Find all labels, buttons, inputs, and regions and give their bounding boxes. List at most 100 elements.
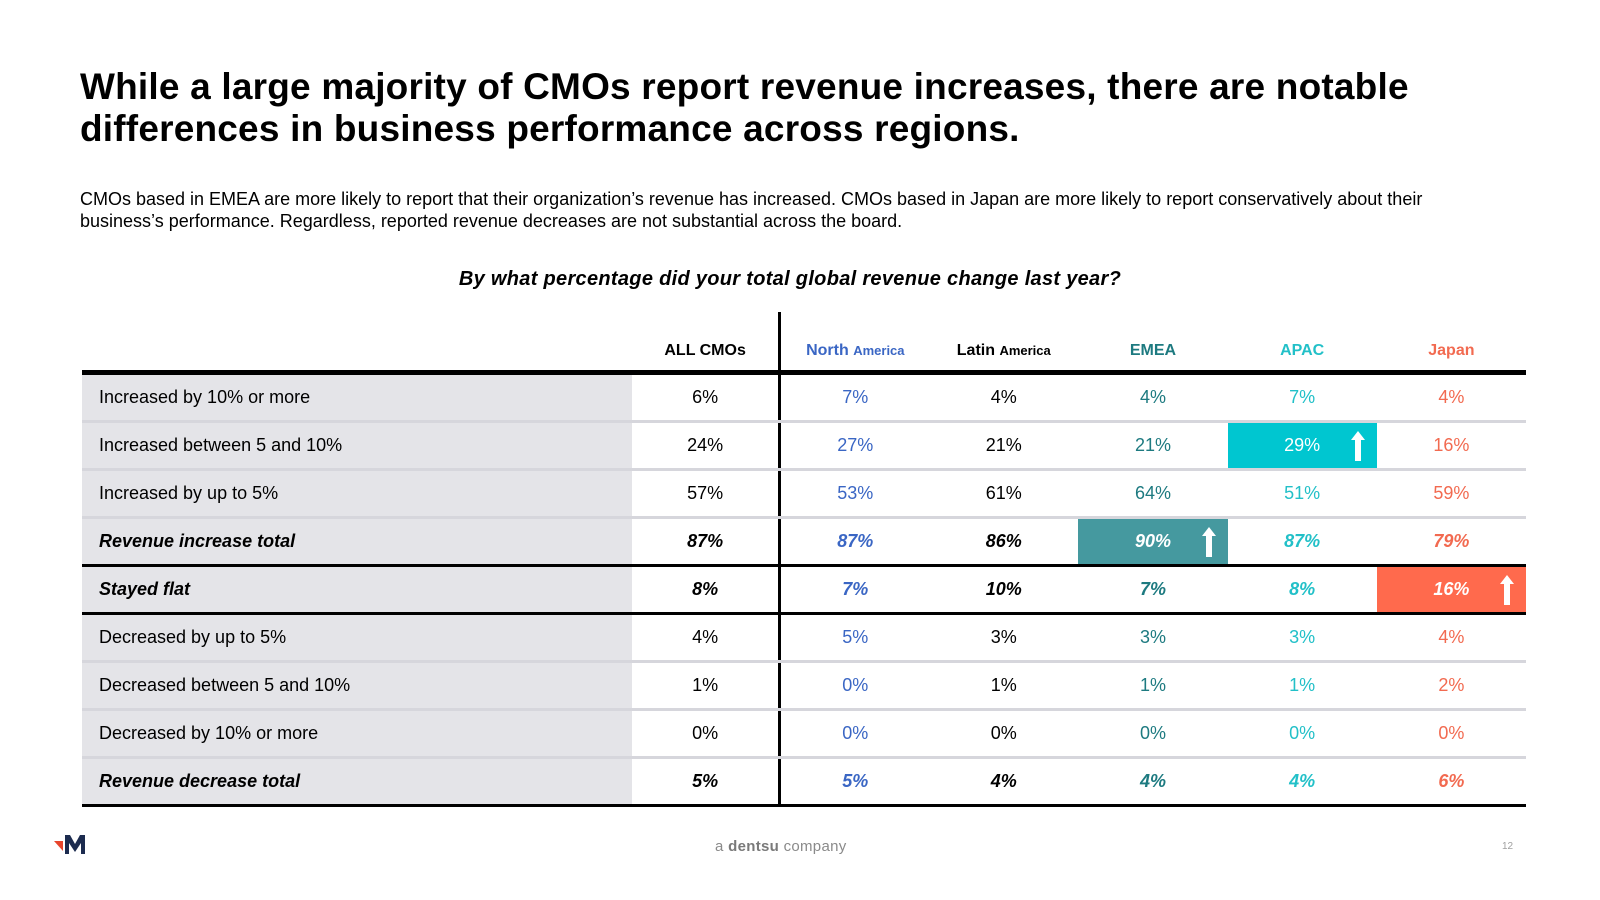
arrow-up-icon — [1201, 526, 1216, 557]
cell-all: 87% — [631, 517, 782, 567]
cell-apac: 8% — [1227, 565, 1377, 615]
row-label: Revenue increase total — [82, 517, 632, 567]
cell-latin-america: 4% — [929, 757, 1079, 807]
cell-japan: 0% — [1376, 709, 1526, 759]
column-header-main: Japan — [1428, 341, 1475, 359]
cell-value: 86% — [985, 530, 1022, 551]
cell-latin-america: 1% — [929, 661, 1079, 711]
cell-apac: 51% — [1227, 469, 1377, 519]
cell-all: 8% — [631, 565, 782, 615]
column-header-main: Latin — [956, 341, 995, 359]
cell-emea: 3% — [1078, 613, 1228, 663]
cell-emea: 21% — [1078, 421, 1228, 471]
cell-apac: 29% — [1227, 421, 1377, 471]
cell-value: 3% — [1289, 626, 1316, 647]
brand-prefix: a — [715, 838, 724, 855]
cell-emea: 4% — [1078, 372, 1228, 423]
cell-value: 87% — [837, 530, 874, 551]
cell-latin-america: 21% — [929, 421, 1079, 471]
cell-latin-america: 0% — [929, 709, 1079, 759]
cell-all: 1% — [631, 661, 782, 711]
column-header-sub: America — [853, 342, 905, 358]
cell-value: 4% — [1139, 386, 1166, 407]
cell-value: 90% — [1134, 530, 1171, 551]
cell-value: 6% — [1438, 770, 1465, 791]
column-header-main: EMEA — [1129, 341, 1177, 359]
cell-north-america: 5% — [779, 757, 930, 807]
cell-value: 27% — [837, 434, 874, 455]
footer-brand: a dentsu company — [715, 838, 847, 855]
cell-latin-america: 86% — [929, 517, 1079, 567]
row-label: Revenue decrease total — [82, 757, 632, 807]
row-label: Decreased by 10% or more — [82, 709, 632, 759]
cell-value: 4% — [1438, 386, 1465, 407]
table-header-row: ALL CMOs North America Latin America EME… — [82, 312, 1526, 372]
cell-japan: 59% — [1376, 469, 1526, 519]
cell-value: 3% — [990, 626, 1017, 647]
survey-question: By what percentage did your total global… — [458, 268, 1122, 290]
page-number: 12 — [1502, 841, 1514, 852]
cell-apac: 3% — [1227, 613, 1377, 663]
cell-emea: 4% — [1078, 757, 1228, 807]
row-label: Stayed flat — [82, 565, 632, 615]
cell-value: 87% — [1284, 530, 1321, 551]
cell-apac: 1% — [1227, 661, 1377, 711]
cell-value: 64% — [1134, 482, 1171, 503]
row-label: Increased by up to 5% — [82, 469, 632, 519]
table-row: Revenue increase total 87% 87% 86% 90% 87% 79% — [82, 517, 1526, 567]
cell-value: 5% — [842, 626, 869, 647]
column-header-sub: America — [999, 342, 1051, 358]
cell-north-america: 0% — [779, 661, 930, 711]
cell-value: 5% — [692, 770, 719, 791]
cell-value: 1% — [692, 674, 719, 695]
arrow-up-icon — [1350, 430, 1365, 461]
cell-value: 4% — [1139, 770, 1166, 791]
cell-emea: 1% — [1078, 661, 1228, 711]
cell-value: 7% — [1289, 386, 1316, 407]
cell-value: 6% — [692, 386, 719, 407]
header-blank — [82, 312, 632, 372]
cell-latin-america: 61% — [929, 469, 1079, 519]
cell-latin-america: 4% — [929, 372, 1079, 423]
cell-all: 4% — [631, 613, 782, 663]
column-header-main: North — [806, 341, 849, 359]
column-header-north-america: North America — [780, 312, 929, 372]
cell-value: 7% — [842, 386, 869, 407]
cell-north-america: 87% — [779, 517, 930, 567]
cell-value: 0% — [990, 722, 1017, 743]
column-header-apac: APAC — [1228, 312, 1377, 372]
cell-value: 2% — [1438, 674, 1465, 695]
cell-value: 1% — [1139, 674, 1166, 695]
cell-value: 16% — [1433, 578, 1470, 599]
cell-value: 61% — [985, 482, 1022, 503]
column-header-main: ALL CMOs — [664, 341, 746, 359]
cell-all: 6% — [631, 372, 782, 423]
cell-north-america: 7% — [779, 372, 930, 423]
table-row: Increased between 5 and 10% 24% 27% 21% 21% 2… — [82, 421, 1526, 471]
table-row: Increased by 10% or more 6% 7% 4% 4% 7% 4% — [82, 372, 1526, 423]
cell-apac: 7% — [1227, 372, 1377, 423]
cell-value: 8% — [1289, 578, 1316, 599]
table-row: Increased by up to 5% 57% 53% 61% 64% 51% 59% — [82, 469, 1526, 519]
cell-value: 0% — [692, 722, 719, 743]
cell-value: 0% — [1438, 722, 1465, 743]
cell-value: 4% — [1438, 626, 1465, 647]
cell-value: 4% — [990, 770, 1017, 791]
cell-value: 21% — [1134, 434, 1171, 455]
cell-north-america: 7% — [779, 565, 930, 615]
cell-value: 59% — [1433, 482, 1470, 503]
cell-all: 57% — [631, 469, 782, 519]
cell-emea: 0% — [1078, 709, 1228, 759]
arrow-up-icon — [1500, 574, 1514, 605]
cell-value: 16% — [1433, 434, 1470, 455]
column-header-latin-america: Latin America — [929, 312, 1078, 372]
cell-value: 1% — [1289, 674, 1316, 695]
cell-latin-america: 3% — [929, 613, 1079, 663]
table-row: Decreased by up to 5% 4% 5% 3% 3% 3% 4% — [82, 613, 1526, 663]
cell-value: 4% — [692, 626, 719, 647]
table-row: Stayed flat 8% 7% 10% 7% 8% 16% — [82, 565, 1526, 615]
column-header-main: APAC — [1280, 341, 1325, 359]
cell-north-america: 27% — [779, 421, 930, 471]
cell-north-america: 0% — [779, 709, 930, 759]
cell-north-america: 53% — [779, 469, 930, 519]
